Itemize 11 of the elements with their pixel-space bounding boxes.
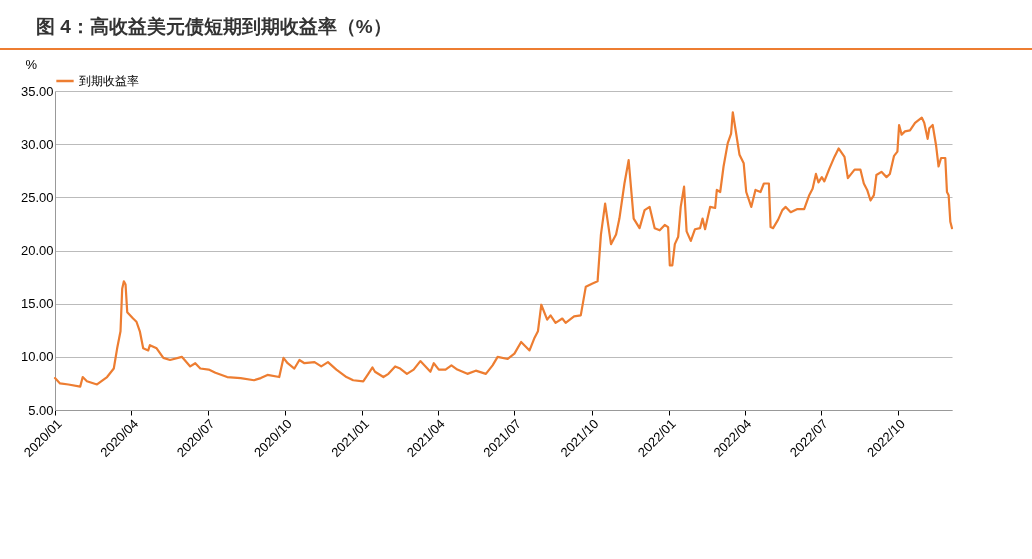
y-tick-label: 20.00 bbox=[20, 243, 54, 258]
chart-title: 图 4：高收益美元债短期到期收益率（%） bbox=[0, 14, 1032, 50]
y-tick-label: 5.00 bbox=[28, 402, 54, 418]
y-axis-title: % bbox=[25, 56, 38, 72]
y-tick-label: 15.00 bbox=[20, 296, 54, 312]
line-series bbox=[53, 111, 954, 388]
y-tick-label: 10.00 bbox=[20, 349, 54, 365]
legend-label: 到期收益率 bbox=[79, 74, 139, 88]
y-tick-label: 25.00 bbox=[20, 189, 54, 205]
y-tick-label: 30.00 bbox=[20, 136, 54, 152]
y-tick-label: 35.00 bbox=[20, 83, 54, 99]
